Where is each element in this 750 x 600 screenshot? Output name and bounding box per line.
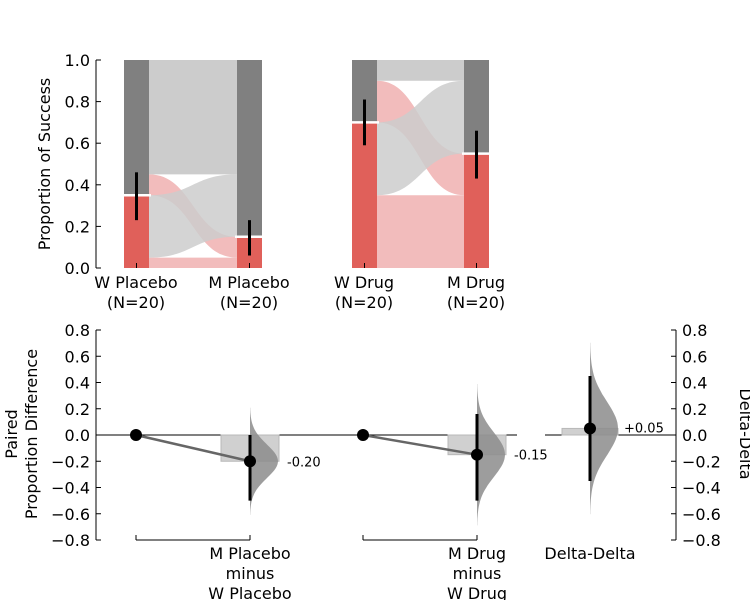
estimation-panel: −0.8 −0.6 −0.4 −0.2 0.0 0.2 0.4 0.6 0.8 -0.20 M Pl… — [51, 321, 721, 600]
estimation-y-axis-label-line1: Paired — [2, 409, 21, 458]
difference-point — [244, 455, 256, 468]
sankey-y-tick-label: 0.6 — [65, 134, 90, 153]
delta-delta-y-tick-label: 0.8 — [682, 321, 707, 340]
difference-label: -0.20 — [287, 455, 321, 470]
estimation-y-tick-label: −0.8 — [51, 531, 90, 550]
delta-delta-x-label: Delta-Delta — [544, 544, 635, 563]
sankey-y-tick-label: 0.2 — [65, 217, 90, 236]
delta-delta-y-tick-label: 0.6 — [682, 347, 707, 366]
flow-success-to-failure — [149, 174, 237, 258]
delta-delta-y-tick-label: −0.2 — [682, 452, 721, 471]
estimation-y-tick-label: 0.4 — [65, 374, 90, 393]
delta-delta-point — [584, 422, 596, 435]
bar-failure-right — [237, 60, 262, 237]
sankey-y-tick-label: 0.8 — [65, 93, 90, 112]
sankey-panel: 0.00.20.40.60.81.0W Placebo(N=20)M Place… — [65, 51, 506, 312]
flow-success-to-success — [149, 257, 237, 268]
comparison-label-line: W Placebo — [208, 584, 291, 600]
bar-success-left — [352, 122, 377, 269]
x-tick-n-right: (N=20) — [447, 293, 505, 312]
comparison-label-line: minus — [453, 564, 502, 583]
delta-delta-y-tick-label: −0.4 — [682, 479, 721, 498]
sankey-y-tick-label: 1.0 — [65, 51, 90, 70]
delta-delta-y-tick-label: 0.0 — [682, 426, 707, 445]
bootstrap-distribution — [250, 407, 278, 515]
paired-slope-line — [135, 433, 251, 463]
flow-success-to-failure — [377, 80, 464, 196]
difference-point — [471, 448, 483, 461]
flow-success-to-success — [377, 195, 464, 268]
x-tick-n-left: (N=20) — [107, 293, 165, 312]
x-tick-label-right: M Placebo — [208, 273, 289, 292]
x-tick-label-right: M Drug — [447, 273, 505, 292]
flow-failure-to-failure — [149, 60, 237, 175]
sankey-y-axis-label: Proportion of Success — [35, 78, 54, 251]
estimation-y-tick-label: −0.2 — [51, 452, 90, 471]
delta-delta-y-tick-label: −0.8 — [682, 531, 721, 550]
estimation-y-tick-label: 0.8 — [65, 321, 90, 340]
estimation-y-tick-label: −0.6 — [51, 505, 90, 524]
estimation-y-tick-label: 0.0 — [65, 426, 90, 445]
delta-delta-axis-label: Delta-Delta — [736, 388, 750, 479]
delta-delta-y-tick-label: 0.2 — [682, 400, 707, 419]
x-tick-label-left: W Placebo — [94, 273, 177, 292]
estimation-y-tick-label: 0.2 — [65, 400, 90, 419]
flow-failure-to-failure — [377, 60, 464, 81]
estimation-y-tick-label: 0.6 — [65, 347, 90, 366]
comparison-label-line: M Placebo — [209, 544, 290, 563]
paired-slope-line — [362, 433, 478, 456]
sankey-y-tick-label: 0.0 — [65, 259, 90, 278]
reference-point — [357, 429, 369, 441]
x-tick-label-left: W Drug — [334, 273, 394, 292]
comparison-label-line: W Drug — [447, 584, 507, 600]
comparison-label-line: M Drug — [448, 544, 506, 563]
comparison-label-line: minus — [226, 564, 275, 583]
estimation-y-tick-label: −0.4 — [51, 479, 90, 498]
estimation-y-axis-label-line2: Proportion Difference — [22, 349, 41, 519]
sankey-y-tick-label: 0.4 — [65, 176, 90, 195]
bootstrap-distribution — [477, 383, 505, 526]
reference-point — [130, 429, 142, 441]
x-tick-n-left: (N=20) — [335, 293, 393, 312]
delta-delta-value-label: +0.05 — [624, 421, 664, 436]
delta-delta-distribution — [590, 342, 618, 515]
delta-delta-y-tick-label: −0.6 — [682, 505, 721, 524]
x-tick-n-right: (N=20) — [220, 293, 278, 312]
difference-label: -0.15 — [514, 449, 548, 464]
delta-delta-y-tick-label: 0.4 — [682, 374, 707, 393]
